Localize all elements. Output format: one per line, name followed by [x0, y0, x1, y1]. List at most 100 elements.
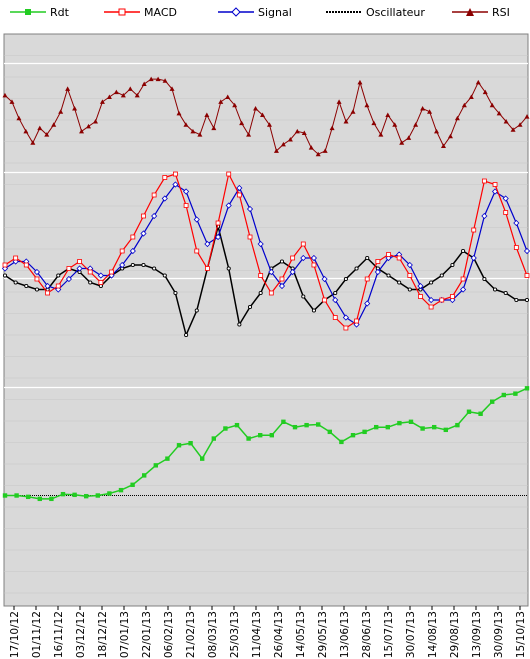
rsi-marker	[106, 94, 112, 100]
rsi-marker	[489, 102, 495, 108]
rdt-marker	[513, 391, 518, 396]
x-tick-label: 15/10/13	[515, 611, 527, 658]
macd-marker	[418, 294, 423, 299]
rsi-marker	[336, 99, 342, 104]
macd-marker	[460, 276, 466, 282]
rsi-marker	[378, 132, 384, 137]
signal-marker	[44, 282, 51, 290]
rsi-series-line	[4, 78, 528, 155]
rsi-marker	[141, 81, 147, 86]
rsi-marker	[392, 122, 398, 127]
signal-marker	[183, 188, 190, 195]
macd-marker	[290, 255, 296, 261]
signal-marker	[300, 254, 307, 262]
legend: Rdt MACD Signal Oscillateur	[0, 0, 530, 30]
macd-marker	[141, 213, 146, 219]
oscillateur-marker	[397, 280, 402, 285]
macd-marker	[55, 283, 61, 289]
rsi-marker	[266, 122, 272, 127]
rsi-marker	[371, 120, 377, 126]
macd-marker	[354, 318, 359, 324]
legend-item-osc: Oscillateur	[326, 4, 425, 20]
legend-item-signal: Signal	[218, 4, 292, 20]
rdt-marker	[501, 392, 506, 398]
x-tick-label: 17/10/12	[9, 611, 21, 658]
rsi-marker	[482, 89, 488, 95]
rsi-marker	[155, 76, 161, 82]
oscillateur-marker	[130, 262, 135, 268]
rsi-marker	[211, 125, 217, 131]
rsi-marker	[315, 151, 321, 157]
macd-marker	[332, 315, 338, 320]
rsi-marker	[461, 102, 467, 108]
rdt-marker	[223, 426, 228, 431]
rdt-series-line	[5, 387, 528, 500]
rsi-marker	[16, 115, 22, 121]
rdt-marker	[466, 409, 472, 414]
signal-marker	[246, 205, 254, 213]
rsi-marker	[440, 143, 446, 149]
oscillateur-marker	[173, 290, 178, 296]
x-tick-label: 25/03/13	[229, 611, 241, 658]
legend-label-rdt: Rdt	[50, 5, 69, 19]
rsi-marker	[92, 119, 98, 124]
rsi-marker	[294, 128, 300, 134]
signal-marker	[65, 275, 72, 283]
rsi-marker	[524, 114, 530, 119]
x-tick-label: 13/06/13	[339, 611, 351, 658]
rdt-marker	[327, 429, 332, 435]
oscillateur-marker	[13, 280, 18, 285]
macd-marker	[226, 171, 232, 177]
oscillateur-marker	[514, 297, 519, 303]
oscillateur-marker	[56, 273, 61, 278]
rsi-marker	[239, 120, 245, 126]
rdt-marker	[420, 426, 425, 431]
macd-marker	[503, 210, 509, 215]
signal-marker	[321, 275, 328, 283]
rsi-marker	[385, 112, 391, 117]
rsi-marker	[86, 123, 92, 129]
rdt-marker	[211, 436, 216, 441]
rsi-marker	[420, 105, 426, 111]
oscillateur-marker	[141, 262, 146, 268]
macd-marker	[268, 290, 274, 296]
rsi-marker	[427, 109, 433, 114]
macd-marker	[215, 220, 221, 226]
rsi-marker	[79, 128, 85, 134]
signal-marker	[374, 268, 381, 276]
macd-marker	[375, 259, 381, 264]
legend-item-rdt: Rdt	[10, 4, 69, 20]
macd-marker	[183, 203, 189, 208]
macd-marker	[194, 248, 200, 254]
rdt-marker	[316, 422, 321, 427]
rdt-marker	[37, 496, 42, 502]
legend-label-signal: Signal	[258, 5, 292, 19]
rdt-marker	[292, 424, 298, 430]
rdt-marker	[258, 433, 263, 438]
x-tick-label: 11/04/13	[251, 611, 263, 658]
rsi-marker	[322, 148, 328, 153]
legend-swatch-rdt	[10, 9, 46, 15]
rdt-marker	[60, 491, 66, 497]
rdt-marker	[200, 456, 205, 461]
rdt-marker	[72, 492, 77, 498]
x-tick-label: 22/01/13	[141, 611, 153, 658]
rdt-marker	[281, 419, 286, 424]
macd-marker	[77, 259, 82, 264]
rsi-marker	[204, 112, 210, 117]
legend-label-osc: Oscillateur	[366, 5, 425, 19]
legend-item-rsi: RSI	[452, 4, 510, 20]
rdt-marker	[385, 424, 390, 430]
legend-swatch-osc	[326, 11, 362, 13]
macd-marker	[311, 262, 317, 268]
macd-marker	[87, 269, 93, 275]
rsi-marker	[413, 122, 419, 127]
rdt-marker	[14, 493, 19, 498]
signal-marker	[417, 282, 424, 290]
rsi-marker	[273, 148, 279, 153]
signal-marker	[481, 212, 488, 220]
rsi-marker	[260, 112, 266, 117]
rdt-marker	[95, 493, 100, 498]
signal-marker	[364, 300, 371, 307]
signal-marker	[460, 286, 467, 293]
